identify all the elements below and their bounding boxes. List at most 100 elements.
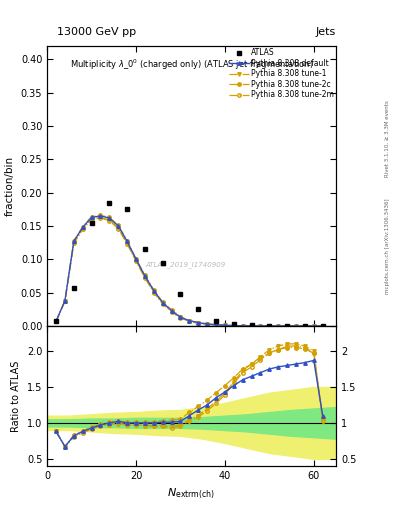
Pythia 8.308 tune-2m [214, 322, 219, 328]
Pythia 8.308 tune-1 [178, 314, 183, 321]
Pythia 8.308 default [143, 273, 147, 279]
Pythia 8.308 tune-2m [267, 323, 272, 329]
Pythia 8.308 default [134, 257, 138, 263]
ATLAS [285, 323, 290, 329]
Pythia 8.308 tune-2c [151, 287, 156, 293]
Pythia 8.308 tune-2m [311, 323, 316, 329]
Pythia 8.308 tune-2m [151, 290, 156, 296]
ATLAS [196, 306, 200, 312]
ATLAS [125, 206, 130, 212]
Line: Pythia 8.308 default: Pythia 8.308 default [54, 215, 324, 328]
Pythia 8.308 tune-2c [169, 307, 174, 313]
Pythia 8.308 tune-1 [72, 240, 76, 246]
Pythia 8.308 default [107, 215, 112, 221]
Text: mcplots.cern.ch [arXiv:1306.3436]: mcplots.cern.ch [arXiv:1306.3436] [385, 198, 389, 293]
Pythia 8.308 tune-2m [276, 323, 281, 329]
Pythia 8.308 default [231, 323, 236, 329]
Pythia 8.308 tune-2c [89, 214, 94, 220]
Pythia 8.308 default [320, 323, 325, 329]
Pythia 8.308 default [311, 323, 316, 329]
Pythia 8.308 tune-2m [54, 318, 59, 325]
ATLAS [89, 220, 94, 226]
Pythia 8.308 default [222, 322, 227, 328]
Pythia 8.308 tune-2c [276, 323, 281, 329]
Pythia 8.308 tune-2c [187, 317, 192, 324]
Pythia 8.308 tune-1 [107, 217, 112, 223]
Pythia 8.308 default [160, 300, 165, 306]
Pythia 8.308 tune-2m [320, 323, 325, 329]
Pythia 8.308 tune-1 [303, 323, 307, 329]
Line: Pythia 8.308 tune-2c: Pythia 8.308 tune-2c [54, 214, 324, 328]
Pythia 8.308 tune-1 [311, 323, 316, 329]
Pythia 8.308 tune-2c [294, 323, 298, 329]
Pythia 8.308 tune-2m [294, 323, 298, 329]
Pythia 8.308 tune-1 [285, 323, 290, 329]
Pythia 8.308 tune-1 [143, 274, 147, 281]
ATLAS [249, 322, 254, 328]
Pythia 8.308 tune-2c [107, 215, 112, 221]
Pythia 8.308 default [241, 323, 245, 329]
Pythia 8.308 tune-2c [311, 323, 316, 329]
Line: Pythia 8.308 tune-2m: Pythia 8.308 tune-2m [54, 216, 324, 328]
Pythia 8.308 tune-1 [231, 323, 236, 329]
Pythia 8.308 default [89, 215, 94, 221]
Pythia 8.308 default [214, 322, 219, 328]
Pythia 8.308 tune-1 [98, 215, 103, 221]
Pythia 8.308 tune-2c [241, 323, 245, 329]
Pythia 8.308 tune-2m [222, 323, 227, 329]
ATLAS [160, 260, 165, 266]
Pythia 8.308 default [249, 323, 254, 329]
Pythia 8.308 default [285, 323, 290, 329]
Y-axis label: fraction/bin: fraction/bin [5, 156, 15, 216]
ATLAS [214, 317, 219, 324]
Pythia 8.308 tune-2m [62, 298, 67, 305]
Pythia 8.308 tune-2c [80, 224, 85, 230]
Pythia 8.308 tune-1 [169, 308, 174, 314]
Pythia 8.308 tune-2m [249, 323, 254, 329]
Pythia 8.308 tune-2c [125, 238, 130, 244]
Pythia 8.308 tune-2c [196, 319, 200, 326]
Pythia 8.308 default [303, 323, 307, 329]
Pythia 8.308 tune-2m [187, 318, 192, 325]
ATLAS [267, 323, 272, 329]
Pythia 8.308 tune-1 [320, 323, 325, 329]
X-axis label: $N_{\mathrm{extrm(ch)}}$: $N_{\mathrm{extrm(ch)}}$ [167, 486, 216, 501]
Pythia 8.308 tune-2c [205, 321, 209, 327]
Pythia 8.308 tune-2c [320, 323, 325, 329]
Pythia 8.308 tune-1 [241, 323, 245, 329]
Pythia 8.308 tune-1 [214, 322, 219, 328]
Pythia 8.308 default [169, 308, 174, 314]
Pythia 8.308 tune-1 [196, 320, 200, 326]
Pythia 8.308 tune-2c [214, 322, 219, 328]
Pythia 8.308 tune-1 [267, 323, 272, 329]
Pythia 8.308 default [98, 213, 103, 219]
Pythia 8.308 tune-2c [54, 318, 59, 325]
Pythia 8.308 tune-2m [134, 258, 138, 264]
Pythia 8.308 tune-1 [160, 300, 165, 306]
Pythia 8.308 tune-2m [98, 215, 103, 221]
Pythia 8.308 default [62, 297, 67, 304]
ATLAS [72, 285, 76, 291]
Text: Jets: Jets [316, 27, 336, 37]
Pythia 8.308 tune-2c [178, 313, 183, 319]
ATLAS [231, 321, 236, 327]
Pythia 8.308 tune-2m [231, 323, 236, 329]
Pythia 8.308 default [205, 321, 209, 327]
Pythia 8.308 default [116, 223, 121, 229]
Pythia 8.308 default [258, 323, 263, 329]
Pythia 8.308 tune-2c [134, 255, 138, 262]
Pythia 8.308 tune-2m [125, 241, 130, 247]
Pythia 8.308 tune-2m [169, 309, 174, 315]
Pythia 8.308 tune-2c [116, 222, 121, 228]
ATLAS [320, 323, 325, 329]
Pythia 8.308 tune-2m [258, 323, 263, 329]
Pythia 8.308 default [54, 318, 59, 325]
Pythia 8.308 tune-2m [72, 240, 76, 246]
Pythia 8.308 tune-2m [116, 226, 121, 232]
Pythia 8.308 default [125, 238, 130, 244]
Pythia 8.308 tune-2c [285, 323, 290, 329]
Text: ATLAS_2019_I1740909: ATLAS_2019_I1740909 [146, 261, 226, 268]
Pythia 8.308 default [80, 224, 85, 230]
Pythia 8.308 tune-2c [303, 323, 307, 329]
Pythia 8.308 tune-1 [54, 318, 59, 325]
